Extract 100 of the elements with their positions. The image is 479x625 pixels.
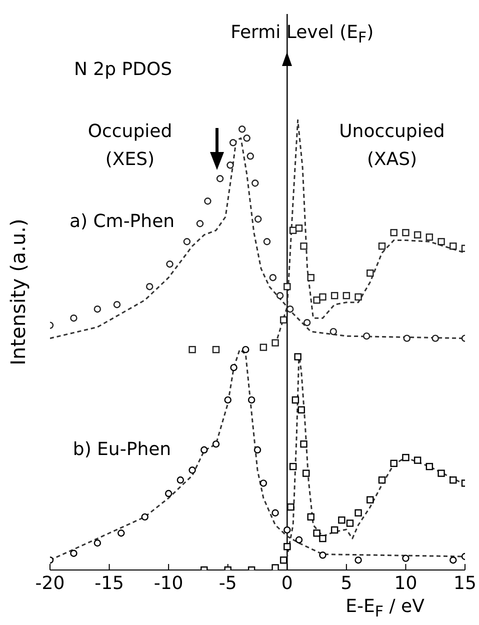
point (378, 476, 386, 484)
point (269, 274, 277, 282)
point (176, 476, 184, 484)
point (426, 462, 434, 470)
point (426, 234, 434, 241)
point (226, 162, 234, 169)
annotation: Unoccupied (XAS) (338, 120, 446, 172)
x-tick-label: -5 (218, 572, 237, 594)
point (188, 346, 196, 354)
point (300, 440, 308, 448)
point (330, 292, 338, 300)
point (402, 229, 410, 236)
point (302, 470, 310, 477)
point (313, 296, 320, 304)
x-tick-label: -20 (35, 572, 65, 594)
text: N 2p PDOS (72, 58, 174, 82)
point (450, 242, 457, 250)
x-tick-label: -15 (94, 572, 124, 594)
point (390, 229, 398, 236)
point (432, 334, 439, 342)
point (284, 526, 291, 534)
point (354, 556, 362, 564)
ref-line-label: Fermi Level (E$_{F}$) (230, 22, 375, 47)
point (284, 283, 291, 290)
point (300, 242, 308, 250)
point (272, 339, 279, 346)
point (113, 300, 121, 308)
point (292, 396, 300, 404)
point (330, 328, 337, 336)
point (342, 292, 350, 300)
point (295, 224, 303, 232)
point (286, 305, 294, 313)
point (287, 503, 294, 511)
point (260, 480, 268, 487)
point (284, 543, 291, 550)
point (298, 406, 305, 414)
point (354, 293, 362, 301)
point (230, 364, 238, 372)
point (94, 539, 102, 547)
point (450, 556, 457, 564)
point (450, 476, 457, 484)
point (229, 139, 237, 146)
point (330, 526, 338, 534)
point (242, 346, 250, 354)
point (243, 134, 250, 142)
point (295, 536, 303, 544)
annotation: Occupied (XES) (86, 120, 174, 172)
point (188, 466, 196, 474)
x-tick-label: 15 (454, 572, 476, 594)
point (272, 564, 279, 570)
point (280, 316, 288, 324)
point (164, 490, 172, 498)
point (196, 220, 204, 228)
x-tick-label: -10 (154, 572, 184, 594)
point (254, 216, 262, 223)
y-axis-title: Intensity (a.u.) (6, 218, 30, 368)
point (438, 238, 445, 246)
point (307, 274, 314, 282)
point (313, 530, 320, 537)
point (354, 509, 362, 516)
point (378, 242, 386, 250)
point (366, 496, 374, 504)
point (362, 332, 370, 340)
point (118, 530, 125, 537)
point (276, 292, 284, 300)
x-tick-label: 10 (394, 572, 418, 594)
point (246, 152, 254, 160)
point (402, 454, 410, 462)
point (403, 334, 410, 342)
annotation: b) Eu-Phen (72, 438, 172, 462)
x-axis-title: E-E$_{F}$ / eV (344, 596, 426, 621)
point (319, 552, 326, 559)
point (272, 509, 279, 516)
point (338, 516, 346, 524)
x-tick-label: 0 (281, 572, 293, 594)
point (260, 344, 268, 351)
point (307, 513, 314, 521)
point (346, 520, 354, 527)
point (141, 513, 148, 521)
point (414, 456, 422, 464)
point (263, 238, 271, 246)
point (238, 126, 246, 133)
point (212, 440, 220, 448)
point (438, 470, 445, 477)
point (319, 534, 326, 542)
point (204, 198, 212, 205)
point (280, 556, 288, 564)
point (183, 238, 191, 246)
point (390, 460, 398, 467)
point (402, 554, 410, 562)
point (414, 231, 422, 238)
point (216, 175, 224, 182)
point (200, 446, 208, 454)
point (303, 318, 311, 326)
point (94, 305, 102, 313)
point (252, 180, 259, 187)
point (289, 462, 297, 470)
point (366, 270, 374, 277)
point (294, 353, 302, 360)
point (248, 396, 256, 404)
